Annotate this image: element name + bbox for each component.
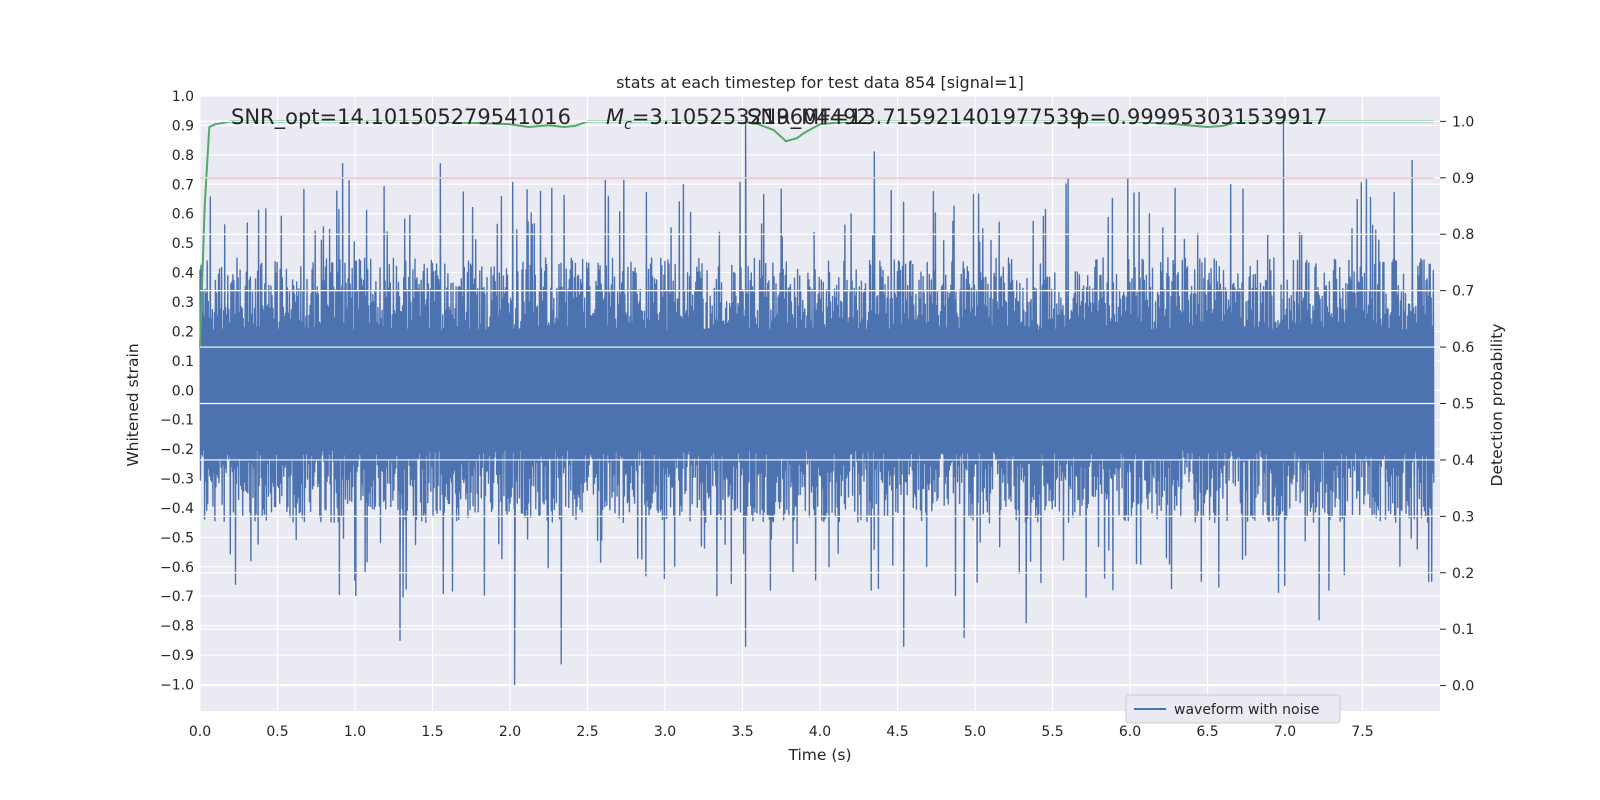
annotation-snr-opt: SNR_opt=14.101505279541016	[231, 105, 571, 130]
y-tick-label: 0.7	[172, 177, 194, 193]
legend-box	[1125, 694, 1341, 724]
x-tick-label: 6.0	[1119, 724, 1141, 740]
y-tick-label: 0.3	[172, 295, 194, 311]
annotation-chirp-mass: Mc=3.105253219604492	[606, 105, 870, 133]
y-tick-label: −0.5	[160, 530, 194, 546]
y-tick-label: −0.8	[160, 619, 194, 635]
y-tick-label: 0.4	[172, 266, 194, 282]
x-tick-label: 0.5	[266, 724, 288, 740]
right-tick-label: 0.1	[1452, 622, 1474, 638]
x-tick-labels: 0.0 0.5 1.0 1.5 2.0 2.5 3.0 3.5 4.0 4.5 5.0 5.5 6.0 6…	[189, 724, 1374, 740]
y-tick-label: −0.4	[160, 501, 194, 517]
right-axis-gridlines	[200, 120, 1440, 687]
annotations: SNR_opt=14.101505279541016 Mc=3.10525321…	[231, 105, 1327, 133]
x-tick-label: 5.0	[964, 724, 986, 740]
y-tick-label: −0.1	[160, 413, 194, 429]
annotation-snr-mf: SNR_MF=13.715921401977539	[747, 105, 1083, 130]
y-tick-label: 0.1	[172, 354, 194, 370]
legend: waveform with noise	[1125, 694, 1341, 724]
right-tick-label: 0.5	[1452, 397, 1474, 413]
right-tick-label: 0.9	[1452, 171, 1474, 187]
x-tick-label: 7.0	[1274, 724, 1296, 740]
waveform-series	[199, 115, 1435, 686]
y-tick-label: −1.0	[160, 678, 194, 694]
x-tick-label: 1.0	[344, 724, 366, 740]
y-tick-label: 0.5	[172, 236, 194, 252]
right-tick-label: 0.2	[1452, 566, 1474, 582]
annotation-probability: p=0.999953031539917	[1076, 105, 1327, 129]
x-tick-label: 2.5	[576, 724, 598, 740]
y-tick-labels: 1.0 0.9 0.8 0.7 0.6 0.5 0.4 0.3 0.2 0.1 0.0 −0.1 −0.…	[160, 89, 194, 694]
right-tick-label: 0.8	[1452, 227, 1474, 243]
right-tick-label: 0.0	[1452, 679, 1474, 695]
x-axis-label: Time (s)	[787, 746, 851, 764]
chirp-mass-symbol: M	[606, 105, 624, 129]
y-tick-label: −0.6	[160, 560, 194, 576]
y-tick-label: −0.9	[160, 648, 194, 664]
y-axis-label: Whitened strain	[124, 343, 142, 466]
x-tick-label: 5.5	[1041, 724, 1063, 740]
right-tick-label: 1.0	[1452, 114, 1474, 130]
y-tick-label: −0.2	[160, 442, 194, 458]
x-tick-label: 0.0	[189, 724, 211, 740]
right-tick-label: 0.7	[1452, 284, 1474, 300]
y-tick-label: 1.0	[172, 89, 194, 105]
y-tick-label: −0.7	[160, 589, 194, 605]
x-tick-label: 7.5	[1351, 724, 1373, 740]
x-tick-label: 2.0	[499, 724, 521, 740]
right-tick-label: 0.4	[1452, 453, 1474, 469]
y-tick-label: 0.0	[172, 383, 194, 399]
y-tick-label: 0.6	[172, 207, 194, 223]
right-tick-label: 0.6	[1452, 340, 1474, 356]
y-tick-label: −0.3	[160, 472, 194, 488]
chart-title: stats at each timestep for test data 854…	[616, 73, 1024, 92]
waveform-line	[199, 115, 1435, 686]
chirp-mass-value: =3.105253219604492	[632, 105, 870, 129]
chirp-mass-subscript: c	[624, 117, 632, 133]
legend-label: waveform with noise	[1174, 702, 1319, 718]
right-y-axis-label: Detection probability	[1488, 324, 1506, 487]
x-tick-label: 3.0	[654, 724, 676, 740]
x-tick-label: 3.5	[731, 724, 753, 740]
right-tick-labels: 1.0 0.9 0.8 0.7 0.6 0.5 0.4 0.3 0.2 0.1 0.0	[1440, 114, 1474, 695]
x-tick-label: 4.5	[886, 724, 908, 740]
x-tick-label: 1.5	[421, 724, 443, 740]
y-tick-label: 0.9	[172, 118, 194, 134]
y-tick-label: 0.2	[172, 324, 194, 340]
x-tick-label: 6.5	[1196, 724, 1218, 740]
x-tick-label: 4.0	[809, 724, 831, 740]
right-tick-label: 0.3	[1452, 509, 1474, 525]
y-tick-label: 0.8	[172, 148, 194, 164]
